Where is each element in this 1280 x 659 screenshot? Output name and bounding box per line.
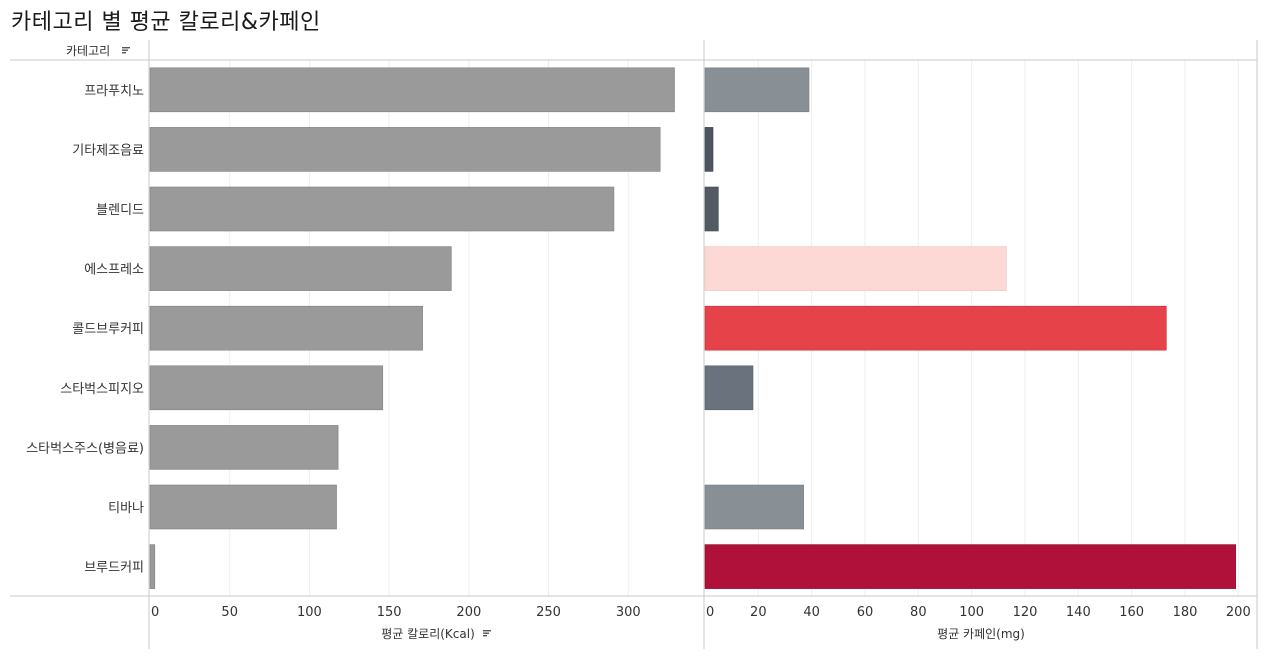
calorie-tick-label: 300	[616, 605, 641, 620]
caffeine-tick-label: 120	[1013, 605, 1038, 620]
caffeine-tick-label: 200	[1226, 605, 1251, 620]
calorie-bar[interactable]	[149, 484, 337, 530]
page-title: 카테고리 별 평균 칼로리&카페인	[11, 10, 321, 35]
caffeine-tick-label: 160	[1119, 605, 1144, 620]
caffeine-bar[interactable]	[704, 67, 810, 113]
calorie-tick-label: 50	[221, 605, 238, 620]
caffeine-tick-label: 180	[1173, 605, 1198, 620]
caffeine-bar[interactable]	[704, 127, 714, 172]
category-label: 브루드커피	[84, 561, 144, 576]
caffeine-axis-title: 평균 카페인(mg)	[937, 627, 1025, 641]
caffeine-bar[interactable]	[704, 305, 1167, 351]
category-label: 스타벅스주스(병음료)	[26, 441, 144, 456]
caffeine-bar[interactable]	[704, 484, 804, 530]
category-label: 에스프레소	[84, 263, 144, 278]
category-label: 기타제조음료	[72, 143, 144, 158]
calorie-axis-title: 평균 칼로리(Kcal)	[381, 627, 475, 641]
calorie-bar[interactable]	[149, 365, 384, 411]
calorie-sort-icon[interactable]	[483, 630, 491, 637]
calorie-bar[interactable]	[149, 305, 423, 351]
caffeine-tick-label: 60	[857, 605, 874, 620]
calorie-bar[interactable]	[149, 127, 661, 172]
caffeine-bar[interactable]	[704, 246, 1007, 291]
caffeine-bar[interactable]	[704, 544, 1236, 589]
category-label: 블렌디드	[96, 203, 144, 218]
calorie-tick-label: 100	[297, 605, 322, 620]
calorie-bar[interactable]	[149, 425, 339, 470]
caffeine-tick-label: 0	[706, 605, 714, 620]
category-label: 스타벅스피지오	[60, 382, 144, 397]
calorie-bar[interactable]	[149, 246, 452, 291]
caffeine-bar[interactable]	[704, 186, 719, 232]
caffeine-tick-label: 80	[910, 605, 927, 620]
caffeine-tick-label: 40	[803, 605, 820, 620]
calorie-bar[interactable]	[149, 67, 675, 113]
category-label: 티바나	[108, 501, 144, 516]
calorie-bar[interactable]	[149, 186, 615, 232]
caffeine-tick-label: 100	[959, 605, 984, 620]
caffeine-tick-label: 140	[1066, 605, 1091, 620]
caffeine-bar[interactable]	[704, 365, 754, 411]
calorie-tick-label: 0	[151, 605, 159, 620]
sort-icon[interactable]	[122, 47, 130, 54]
category-label: 프라푸치노	[84, 84, 144, 99]
calorie-tick-label: 250	[536, 605, 561, 620]
category-header: 카테고리	[66, 44, 110, 58]
caffeine-tick-label: 20	[750, 605, 767, 620]
calorie-tick-label: 150	[377, 605, 402, 620]
category-label: 콜드브루커피	[72, 322, 144, 337]
calorie-bar[interactable]	[149, 544, 156, 589]
calorie-tick-label: 200	[456, 605, 481, 620]
